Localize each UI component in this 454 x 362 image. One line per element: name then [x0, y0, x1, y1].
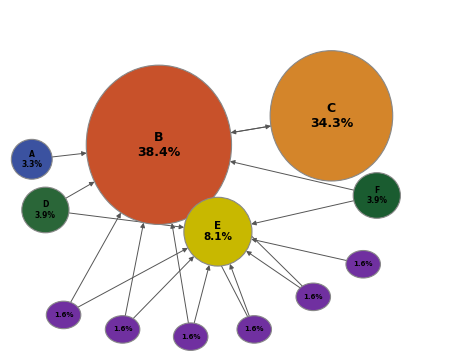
Text: E
8.1%: E 8.1%	[203, 221, 232, 243]
Ellipse shape	[173, 323, 208, 350]
Ellipse shape	[22, 187, 69, 233]
Ellipse shape	[86, 65, 232, 224]
Text: 1.6%: 1.6%	[181, 334, 200, 340]
Text: 1.6%: 1.6%	[113, 327, 132, 332]
Ellipse shape	[11, 139, 52, 179]
Text: 1.6%: 1.6%	[54, 312, 73, 318]
Text: A
3.3%: A 3.3%	[21, 150, 42, 169]
Ellipse shape	[270, 51, 393, 181]
Text: 1.6%: 1.6%	[354, 261, 373, 267]
Ellipse shape	[105, 316, 140, 343]
Ellipse shape	[237, 316, 271, 343]
Text: F
3.9%: F 3.9%	[366, 186, 387, 205]
Text: 1.6%: 1.6%	[245, 327, 264, 332]
Ellipse shape	[353, 173, 400, 218]
Ellipse shape	[184, 197, 252, 266]
Ellipse shape	[46, 301, 81, 329]
Ellipse shape	[296, 283, 331, 311]
Text: C
34.3%: C 34.3%	[310, 102, 353, 130]
Text: B
38.4%: B 38.4%	[137, 131, 181, 159]
Text: D
3.9%: D 3.9%	[35, 200, 56, 220]
Text: 1.6%: 1.6%	[304, 294, 323, 300]
Ellipse shape	[346, 251, 380, 278]
